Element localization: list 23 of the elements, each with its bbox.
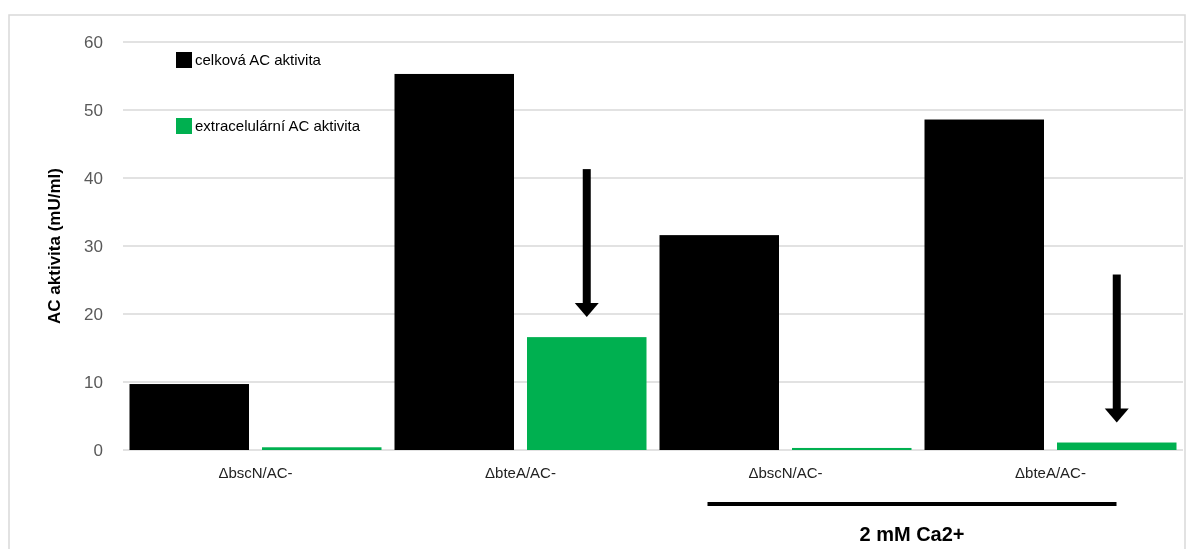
x-tick-label: ΔbscN/AC- — [218, 464, 293, 481]
text: 2 mM Ca2+ — [859, 523, 965, 545]
bar — [1057, 442, 1177, 450]
x-tick-label: ΔbteA/AC- — [485, 464, 556, 481]
bar — [659, 235, 779, 450]
legend-label: celková AC aktivita — [195, 51, 322, 69]
bar — [394, 73, 514, 450]
bar — [924, 119, 1044, 450]
y-tick-label: 0 — [93, 440, 103, 460]
bar — [129, 384, 249, 450]
y-axis-title: AC aktivita (mU/ml) — [45, 168, 64, 324]
bar — [262, 447, 382, 450]
bar — [792, 447, 912, 450]
y-tick-label: 50 — [84, 100, 103, 120]
legend-label: extracelulární AC aktivita — [195, 117, 361, 135]
y-tick-label: 40 — [84, 168, 103, 188]
x-tick-label: ΔbscN/AC- — [748, 464, 823, 481]
y-tick-label: 10 — [84, 372, 103, 392]
y-tick-label: 20 — [84, 304, 103, 324]
x-tick-label: ΔbteA/AC- — [1015, 464, 1086, 481]
bar — [527, 337, 647, 450]
y-tick-label: 60 — [84, 32, 103, 52]
y-tick-label: 30 — [84, 236, 103, 256]
